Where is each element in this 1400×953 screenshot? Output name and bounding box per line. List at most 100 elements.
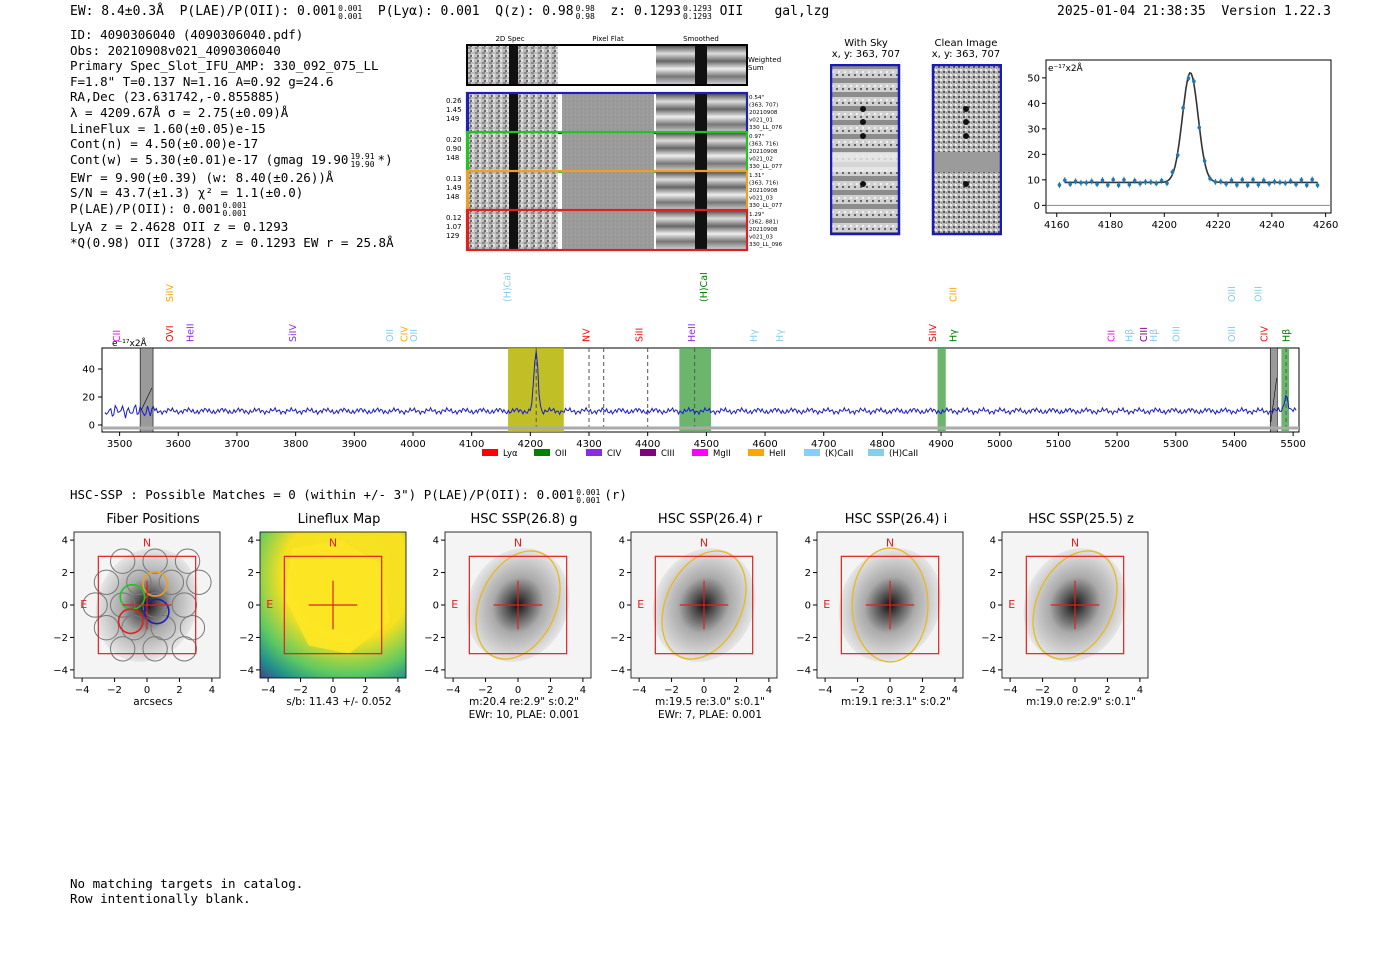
fiber-circle xyxy=(186,569,212,595)
x-tick-label: −2 xyxy=(1035,685,1050,696)
x-tick-label: −2 xyxy=(293,685,308,696)
zoom-data-point xyxy=(1132,178,1137,183)
cutout-row-stat: 0.13 xyxy=(446,175,462,183)
cutout-row-meta: (362, 881) xyxy=(749,220,778,226)
highlight-band xyxy=(679,348,712,432)
sky-images xyxy=(830,64,1002,236)
y-tick-label: −4 xyxy=(53,665,68,676)
fiber-circle xyxy=(142,636,168,662)
x-tick-label: 2 xyxy=(362,685,368,696)
spectrum-x-tick-label: 5000 xyxy=(987,439,1012,450)
hsc-panel-title: Lineflux Map xyxy=(297,512,381,527)
line-label: (H)CaII xyxy=(502,272,513,302)
cutout-row-meta: 330_LL_096 xyxy=(749,242,783,248)
y-tick-label: −2 xyxy=(239,633,254,644)
zoom-y-tick-label: 40 xyxy=(1028,99,1040,110)
col-title-pixel-flat: Pixel Flat xyxy=(592,35,624,43)
spectrum-x-tick-label: 4600 xyxy=(752,439,777,450)
cutout-row-stat: 1.45 xyxy=(446,106,462,114)
cutout-row-meta: v021_03 xyxy=(749,235,773,241)
cutout-row-meta: v021_01 xyxy=(749,118,773,124)
spectrum-x-tick-label: 5500 xyxy=(1280,439,1305,450)
with-sky-image xyxy=(830,64,901,236)
hsc-plae-hi: 0.001 xyxy=(576,488,601,497)
cutout-row-meta: v021_02 xyxy=(749,157,773,163)
footer-line-1: No matching targets in catalog. xyxy=(70,876,304,891)
legend-label: HeII xyxy=(769,449,786,459)
zoom-x-tick-label: 4220 xyxy=(1205,220,1230,231)
fiber-circle xyxy=(142,548,168,574)
y-tick-label: −4 xyxy=(239,665,254,676)
x-tick-label: 0 xyxy=(515,685,521,696)
compass-north: N xyxy=(143,537,151,550)
header-plya: P(Lyα): 0.001 xyxy=(377,4,480,19)
search-box xyxy=(97,555,197,655)
legend-item: MgII xyxy=(692,449,731,459)
line-label: Hβ xyxy=(1149,329,1160,342)
hsc-panel-caption: arcsecs xyxy=(133,696,173,708)
header-summary: EW: 8.4±0.3Å P(LAE)/P(OII): 0.001 0.001 0.… xyxy=(70,4,829,21)
compass-east: E xyxy=(80,598,87,611)
masked-hatch xyxy=(1270,377,1278,423)
masked-region xyxy=(1269,347,1278,433)
info-plae-main: P(LAE)/P(OII): 0.001 xyxy=(70,200,221,216)
fiber-highlight xyxy=(142,570,169,597)
line-label: HeII xyxy=(186,323,197,342)
zoom-data-point xyxy=(1278,180,1282,185)
compass-east: E xyxy=(1008,598,1015,611)
y-tick-label: 4 xyxy=(990,536,996,547)
line-label: CII xyxy=(112,330,123,342)
cutout-row-stat: 0.12 xyxy=(446,214,462,222)
x-tick-label: 4 xyxy=(1137,685,1143,696)
spectrum-x-tick-label: 5100 xyxy=(1046,439,1071,450)
fiber-highlight xyxy=(143,598,170,625)
aperture-ellipse xyxy=(475,550,561,660)
cutout-row-meta: 1.29" xyxy=(749,212,764,218)
y-tick-label: 4 xyxy=(62,536,68,547)
zoom-data-point xyxy=(1251,177,1255,182)
y-tick-label: −4 xyxy=(796,665,811,676)
x-tick-label: 4 xyxy=(580,685,586,696)
x-tick-label: −2 xyxy=(850,685,865,696)
compass-north: N xyxy=(514,537,522,550)
zoom-y-tick-label: 20 xyxy=(1028,150,1040,161)
zoom-data-point xyxy=(1272,179,1277,184)
header-z-lo: 0.1293 xyxy=(682,12,712,21)
cutout-row-meta: 20210908 xyxy=(749,149,778,155)
compass-north: N xyxy=(329,537,337,550)
x-tick-label: 4 xyxy=(209,685,215,696)
legend-item: Lyα xyxy=(482,449,518,459)
legend-item: (H)CaII xyxy=(868,449,918,459)
info-contw-hi: 19.91 xyxy=(350,151,375,161)
x-tick-label: 2 xyxy=(733,685,739,696)
search-box xyxy=(840,555,940,655)
highlight-band xyxy=(937,348,946,432)
y-tick-label: 2 xyxy=(619,568,625,579)
x-tick-label: 2 xyxy=(176,685,182,696)
legend-label: Lyα xyxy=(503,449,518,459)
info-obs: Obs: 20210908v021_4090306040 xyxy=(70,42,281,58)
compass-east: E xyxy=(637,598,644,611)
info-contw-lo: 19.90 xyxy=(350,159,375,169)
footer-line-2: Row intentionally blank. xyxy=(70,891,251,906)
spectrum-y-tick-label: 0 xyxy=(89,421,95,432)
x-tick-label: 2 xyxy=(919,685,925,696)
line-label: CIV xyxy=(1259,326,1270,342)
line-label: Hβ xyxy=(1124,329,1135,342)
line-label: CII xyxy=(1107,330,1118,342)
x-tick-label: 2 xyxy=(547,685,553,696)
y-tick-label: 0 xyxy=(990,601,996,612)
x-tick-label: −2 xyxy=(664,685,679,696)
spectrum-x-tick-label: 4300 xyxy=(576,439,601,450)
spectrum-x-tick-label: 3800 xyxy=(283,439,308,450)
cutout-row-meta: 0.97" xyxy=(749,134,764,140)
x-tick-label: −2 xyxy=(478,685,493,696)
cutout-row-stat: 129 xyxy=(446,232,459,240)
line-label: SiIV xyxy=(288,324,299,342)
hsc-panel-image: −4 −4 −2 −2 0 0 2 2 4 4 N E xyxy=(53,531,221,696)
zoom-x-tick-label: 4200 xyxy=(1152,220,1177,231)
cutout-row-meta: 20210908 xyxy=(749,110,778,116)
highlight-band xyxy=(1281,348,1290,432)
